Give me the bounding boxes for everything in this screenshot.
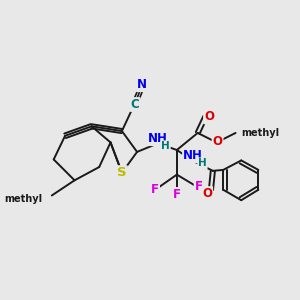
Text: F: F (173, 188, 181, 201)
Text: S: S (117, 166, 127, 179)
Text: N: N (137, 78, 147, 91)
Text: C: C (131, 98, 140, 111)
Text: O: O (204, 110, 214, 123)
Text: F: F (151, 183, 159, 196)
Text: O: O (202, 187, 212, 200)
Text: H: H (198, 158, 207, 168)
Text: F: F (195, 180, 203, 194)
Text: O: O (213, 135, 223, 148)
Text: NH: NH (183, 149, 203, 162)
Text: NH: NH (148, 132, 168, 145)
Text: methyl: methyl (4, 194, 42, 204)
Text: methyl: methyl (241, 128, 279, 138)
Text: H: H (161, 141, 170, 151)
